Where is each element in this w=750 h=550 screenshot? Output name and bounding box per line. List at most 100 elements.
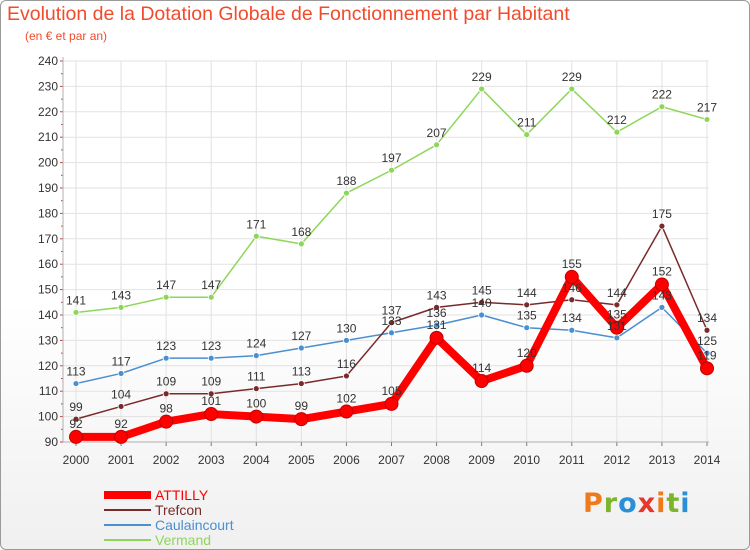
data-point: [72, 415, 80, 423]
data-point: [613, 334, 621, 342]
y-tick-label: 240: [38, 54, 58, 68]
axes: 9010011012013014015016017018019020021022…: [38, 54, 721, 467]
data-point: [388, 319, 395, 327]
y-tick-label: 100: [38, 410, 58, 424]
data-point: [613, 128, 621, 136]
data-label: 197: [381, 151, 401, 165]
data-label: 135: [517, 309, 537, 323]
data-point: [703, 326, 711, 334]
data-point: [433, 303, 440, 311]
data-point: [700, 361, 714, 376]
data-label: 125: [697, 334, 717, 348]
grid: [63, 60, 709, 443]
data-label: 113: [66, 365, 85, 379]
data-label: 140: [472, 296, 492, 310]
x-tick-label: 2006: [333, 453, 360, 467]
y-tick-label: 150: [38, 283, 58, 297]
data-point: [117, 370, 125, 377]
data-label: 116: [337, 357, 356, 371]
data-label: 119: [697, 348, 716, 362]
data-label: 120: [517, 346, 537, 360]
logo-letter: o: [618, 488, 638, 519]
y-tick-label: 190: [38, 181, 58, 195]
data-point: [297, 380, 305, 387]
data-point: [564, 269, 579, 284]
y-tick-label: 220: [38, 105, 58, 119]
data-point: [433, 141, 440, 149]
data-point: [388, 329, 395, 337]
data-point: [613, 301, 621, 309]
y-tick-label: 180: [38, 206, 58, 220]
chart-title: Evolution de la Dotation Globale de Fonc…: [7, 3, 570, 25]
x-tick-label: 2013: [649, 453, 676, 467]
y-tick-label: 110: [39, 384, 58, 398]
data-point: [297, 240, 305, 248]
y-tick-label: 90: [45, 435, 59, 449]
data-point: [252, 385, 260, 393]
data-point: [159, 414, 174, 429]
data-label: 113: [292, 365, 311, 379]
data-point: [609, 320, 624, 335]
data-label: 131: [427, 318, 447, 332]
y-tick-label: 200: [38, 156, 58, 170]
data-point: [658, 222, 666, 230]
data-label: 168: [291, 225, 311, 239]
data-label: 211: [517, 116, 536, 130]
data-point: [433, 321, 440, 329]
x-tick-label: 2002: [153, 453, 180, 467]
legend-label: Vermand: [155, 532, 211, 548]
data-point: [207, 390, 215, 398]
data-point: [568, 326, 576, 334]
data-label: 147: [201, 278, 221, 292]
series-group: [69, 85, 714, 444]
logo-letter: t: [666, 488, 681, 519]
data-point: [162, 293, 170, 301]
y-tick-label: 130: [38, 333, 58, 347]
data-label: 101: [201, 394, 221, 408]
x-tick-label: 2014: [694, 453, 721, 467]
legend-label: Trefcon: [155, 502, 202, 518]
data-label: 188: [336, 174, 356, 188]
data-point: [297, 344, 305, 352]
data-label: 134: [562, 311, 582, 325]
data-label: 143: [111, 288, 131, 302]
data-label: 175: [652, 207, 672, 221]
data-label: 229: [472, 70, 492, 84]
data-point: [568, 296, 576, 304]
data-point: [162, 354, 170, 362]
data-label: 109: [201, 375, 221, 389]
y-tick-label: 120: [38, 359, 58, 373]
data-point: [523, 301, 531, 309]
data-label: 131: [607, 319, 627, 333]
chart-subtitle: (en € et par an): [25, 29, 108, 43]
data-point: [658, 103, 666, 111]
data-label: 99: [69, 400, 83, 414]
data-labels: 141 143 147 147 171 168 188 197 207 229 211 229 212 2…: [66, 70, 717, 431]
data-label: 102: [336, 392, 356, 406]
data-label: 212: [607, 113, 627, 127]
data-point: [114, 429, 129, 444]
logo-letter: P: [583, 488, 604, 519]
data-label: 207: [427, 126, 447, 140]
data-label: 171: [246, 217, 266, 231]
data-label: 105: [381, 384, 401, 398]
y-tick-label: 230: [38, 79, 58, 93]
legend-label: Caulaincourt: [155, 517, 234, 533]
data-label: 143: [427, 288, 447, 302]
data-point: [249, 409, 264, 424]
data-label: 127: [291, 329, 311, 343]
data-point: [72, 380, 80, 387]
data-point: [204, 407, 219, 422]
data-point: [478, 311, 486, 319]
data-label: 130: [336, 321, 356, 335]
data-label: 146: [562, 281, 582, 295]
data-label: 147: [156, 278, 176, 292]
x-tick-label: 2003: [198, 453, 225, 467]
data-label: 145: [472, 283, 492, 297]
x-tick-label: 2008: [423, 453, 450, 467]
x-tick-label: 2001: [108, 453, 135, 467]
data-point: [478, 85, 486, 93]
proxiti-logo: Proxiti: [583, 488, 691, 519]
data-label: 92: [69, 417, 83, 431]
